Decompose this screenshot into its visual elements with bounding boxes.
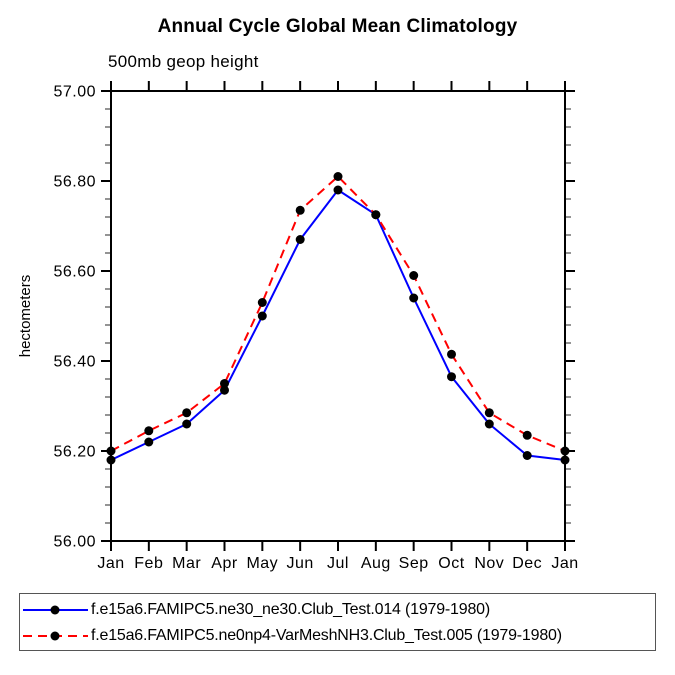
- data-point-marker: [182, 419, 192, 429]
- data-point-marker: [106, 455, 116, 465]
- data-point-marker: [447, 349, 456, 359]
- legend-marker-dot: [50, 631, 60, 641]
- x-tick-label: Sep: [399, 555, 429, 572]
- data-point-marker: [220, 385, 229, 395]
- data-point-marker: [484, 408, 494, 418]
- legend-marker-dot: [50, 605, 60, 615]
- chart-subtitle: 500mb geop height: [108, 52, 259, 71]
- legend-swatch-dashed-line: [23, 631, 88, 641]
- data-point-marker: [220, 379, 229, 388]
- y-tick-label: 56.80: [53, 174, 96, 191]
- x-tick-label: Mar: [172, 555, 201, 572]
- plot-frame: [110, 90, 566, 542]
- y-tick-label: 56.00: [53, 534, 96, 551]
- data-point-marker: [257, 298, 267, 307]
- legend-item-1: f.e15a6.FAMIPC5.ne0np4-VarMeshNH3.Club_T…: [22, 623, 655, 649]
- data-point-marker: [447, 372, 456, 382]
- y-tick-label: 56.60: [53, 264, 96, 281]
- page-title: Annual Cycle Global Mean Climatology: [157, 16, 518, 37]
- data-point-marker: [333, 172, 343, 181]
- x-tick-label: Feb: [134, 555, 163, 572]
- series-line-0: [110, 189, 566, 461]
- x-tick-label: Dec: [512, 555, 542, 572]
- data-point-marker: [295, 205, 305, 215]
- x-tick-label: Apr: [211, 555, 238, 572]
- x-tick-label: Aug: [361, 555, 391, 572]
- x-tick-label: Nov: [474, 555, 504, 572]
- data-point-marker: [484, 419, 494, 429]
- data-point-marker: [257, 311, 267, 321]
- data-point-marker: [560, 455, 570, 465]
- x-tick-label: Oct: [438, 555, 464, 572]
- series-line-1: [110, 175, 566, 452]
- data-point-marker: [409, 293, 419, 303]
- legend-box: f.e15a6.FAMIPC5.ne30_ne30.Club_Test.014 …: [19, 593, 656, 651]
- legend-label-0: f.e15a6.FAMIPC5.ne30_ne30.Club_Test.014 …: [91, 601, 490, 618]
- data-point-marker: [106, 446, 116, 456]
- data-point-marker: [144, 426, 154, 436]
- legend-swatch-solid-line: [23, 605, 88, 615]
- y-axis-title: hectometers: [17, 275, 34, 358]
- y-tick-label: 57.00: [53, 84, 96, 101]
- data-point-marker: [522, 430, 532, 440]
- x-tick-label: Jan: [551, 555, 578, 572]
- x-tick-label: May: [246, 555, 278, 572]
- x-tick-label: Jan: [97, 555, 124, 572]
- y-tick-label: 56.40: [53, 354, 96, 371]
- data-point-marker: [333, 185, 343, 195]
- y-tick-label: 56.20: [53, 444, 96, 461]
- x-tick-label: Jul: [327, 555, 349, 572]
- legend-label-1: f.e15a6.FAMIPC5.ne0np4-VarMeshNH3.Club_T…: [91, 627, 562, 644]
- data-point-marker: [522, 451, 532, 460]
- data-point-marker: [182, 408, 192, 418]
- data-point-marker: [560, 446, 570, 456]
- data-point-marker: [371, 210, 381, 220]
- data-point-marker: [295, 235, 305, 244]
- x-tick-label: Jun: [287, 555, 314, 572]
- data-point-marker: [144, 437, 154, 447]
- data-point-marker: [409, 271, 419, 280]
- legend-item-0: f.e15a6.FAMIPC5.ne30_ne30.Club_Test.014 …: [22, 597, 655, 623]
